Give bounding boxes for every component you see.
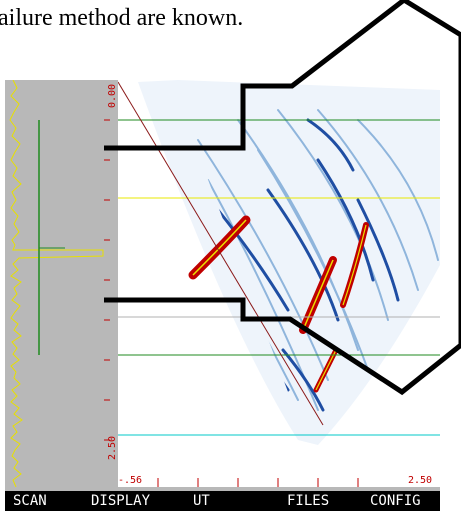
scale-strip	[5, 487, 440, 491]
x-max-label: 2.50	[408, 475, 432, 486]
menu-files[interactable]: FILES	[287, 493, 330, 509]
menu-scan[interactable]: SCAN	[13, 493, 47, 509]
a-scan-trace	[9, 79, 104, 488]
x-min-label: -.56	[118, 475, 142, 486]
menu-ut[interactable]: UT	[193, 493, 210, 509]
s-scan-image: -.56 2.50	[117, 80, 440, 487]
menu-config[interactable]: CONFIG	[370, 493, 421, 509]
depth-axis: 0.00 2.50	[104, 80, 118, 487]
soft-key-menu-bar: SCAN DISPLAY UT FILES CONFIG	[5, 491, 440, 511]
caption-text: ailure method are known.	[0, 0, 340, 60]
depth-top-label: 0.00	[107, 84, 118, 108]
caption-line: ailure method are known.	[0, 5, 244, 31]
a-scan-panel	[5, 79, 118, 488]
depth-bottom-label: 2.50	[107, 436, 118, 460]
phased-array-screen: 0.00 2.50	[0, 79, 461, 511]
beam-cursor-line	[117, 81, 324, 426]
menu-display[interactable]: DISPLAY	[91, 493, 151, 509]
